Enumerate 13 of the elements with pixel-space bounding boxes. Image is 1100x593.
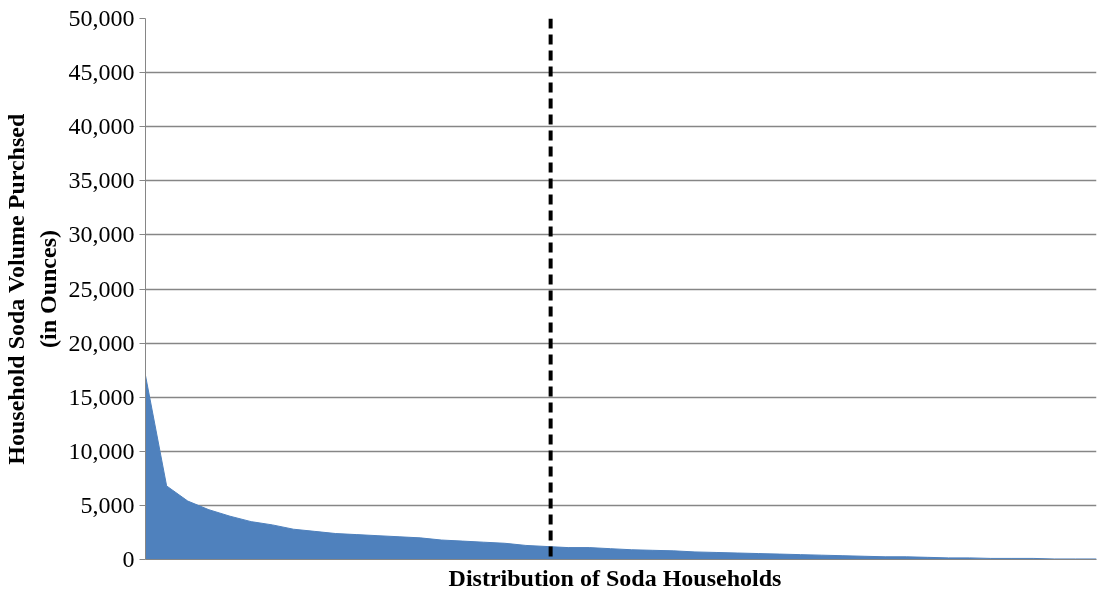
y-tick-label: 10,000	[68, 437, 135, 464]
y-tick-label: 40,000	[68, 113, 135, 140]
x-axis-title: Distribution of Soda Households	[448, 564, 782, 591]
y-tick-label: 0	[122, 546, 135, 572]
y-tick-label: 20,000	[68, 329, 135, 356]
y-tick-label: 5,000	[80, 491, 135, 518]
y-tick-label: 45,000	[68, 59, 135, 86]
y-tick-label: 25,000	[68, 275, 135, 302]
y-tick-label: 30,000	[68, 221, 135, 248]
y-tick-label: 50,000	[68, 5, 135, 31]
y-axis-title: Household Soda Volume Purchsed (in Ounces)	[3, 113, 61, 465]
y-tick-label: 35,000	[68, 167, 135, 194]
y-tick-label: 15,000	[68, 383, 135, 410]
